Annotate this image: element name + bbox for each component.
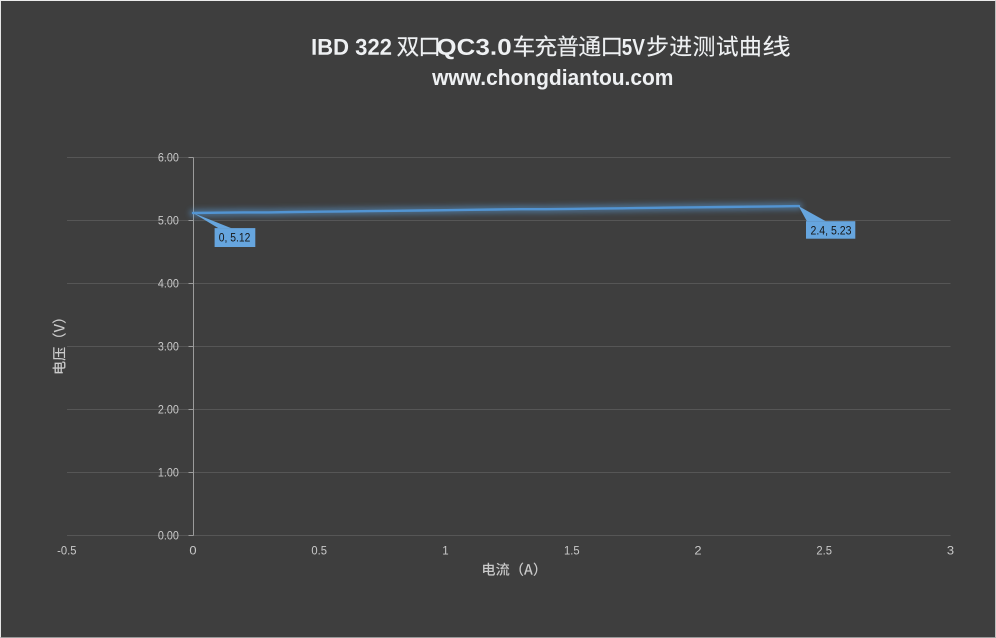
svg-text:www.chongdiantou.com: www.chongdiantou.com bbox=[431, 65, 673, 90]
svg-text:1.5: 1.5 bbox=[564, 543, 580, 557]
svg-text:2.5: 2.5 bbox=[816, 543, 832, 557]
svg-text:6.00: 6.00 bbox=[158, 150, 179, 164]
svg-text:2.00: 2.00 bbox=[158, 402, 179, 416]
svg-text:0.00: 0.00 bbox=[158, 528, 179, 542]
svg-text:0.5: 0.5 bbox=[311, 543, 327, 557]
svg-text:0: 0 bbox=[189, 543, 196, 557]
svg-text:1.00: 1.00 bbox=[158, 465, 179, 479]
svg-text:5.00: 5.00 bbox=[158, 213, 179, 227]
svg-text:4.00: 4.00 bbox=[158, 276, 179, 290]
svg-text:2.4, 5.23: 2.4, 5.23 bbox=[811, 224, 852, 238]
svg-text:3.00: 3.00 bbox=[158, 339, 179, 353]
svg-text:0, 5.12: 0, 5.12 bbox=[219, 231, 251, 245]
svg-text:-0.5: -0.5 bbox=[57, 543, 76, 557]
svg-text:3: 3 bbox=[947, 543, 954, 557]
svg-text:1: 1 bbox=[442, 543, 448, 557]
svg-text:2: 2 bbox=[694, 543, 701, 557]
